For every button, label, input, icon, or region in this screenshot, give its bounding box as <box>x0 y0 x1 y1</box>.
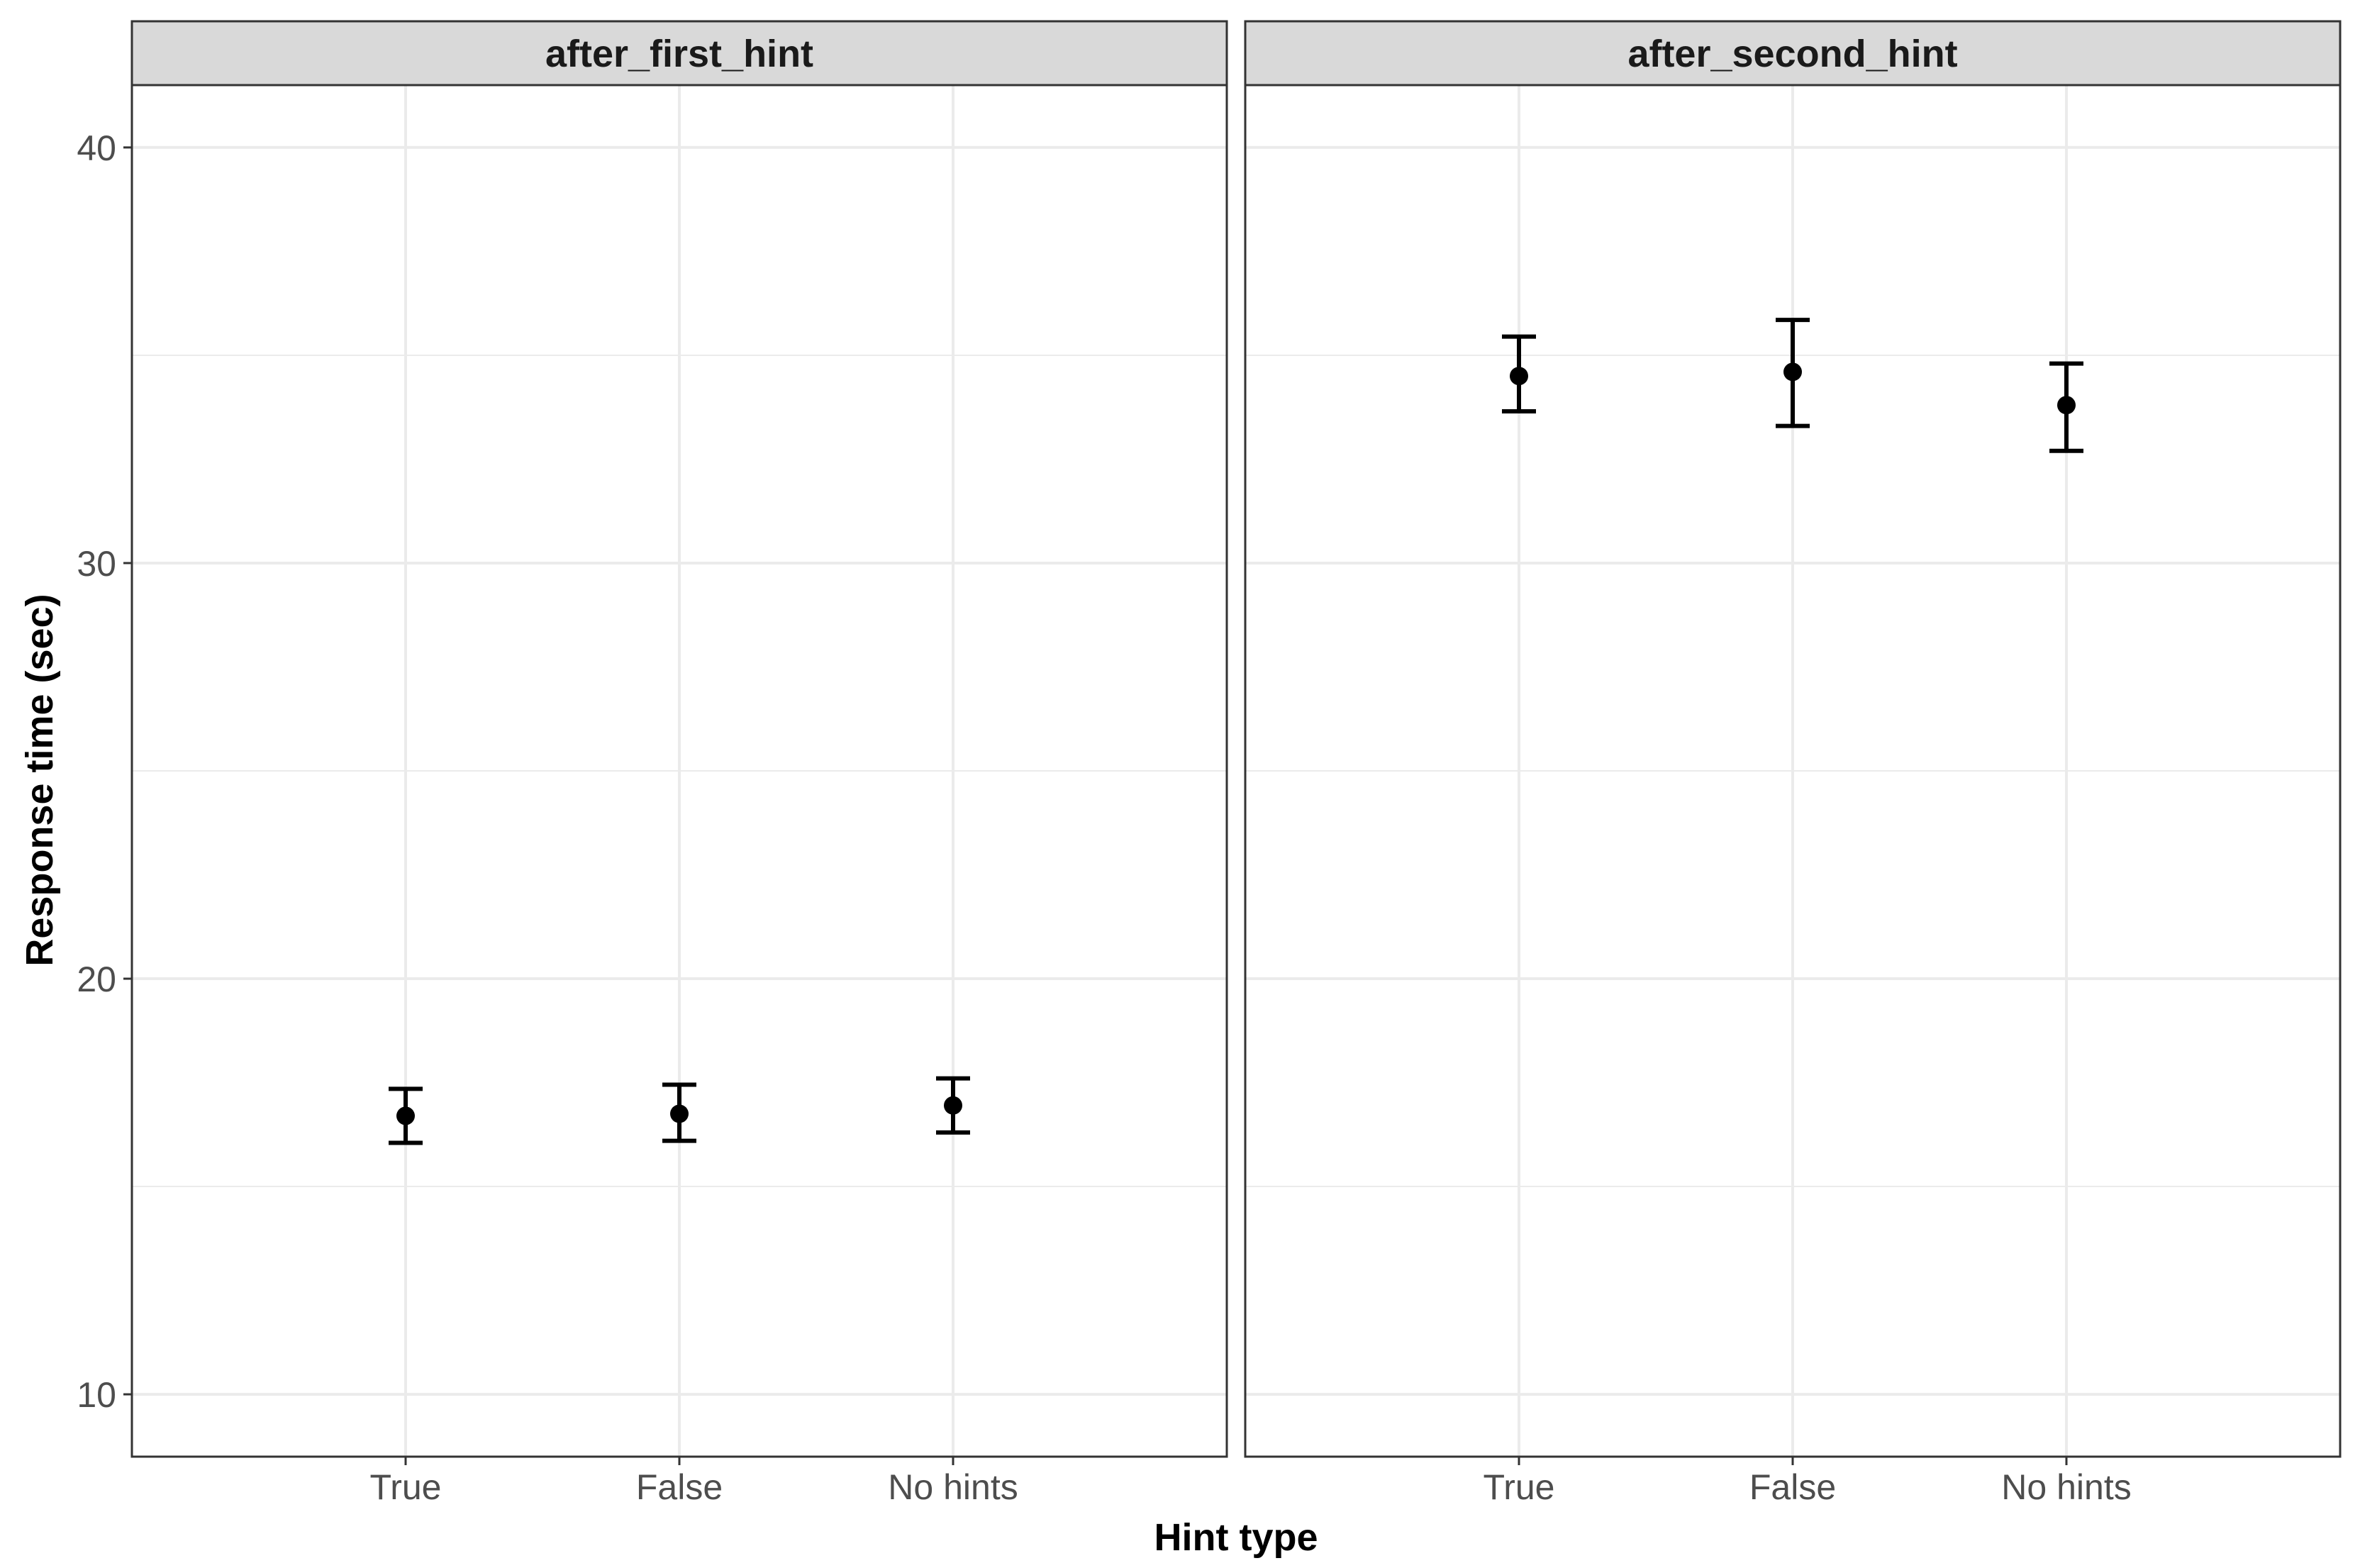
data-point <box>2057 396 2076 415</box>
facet-strip <box>1244 20 2342 87</box>
y-tick-label: 10 <box>77 1375 116 1415</box>
y-tick-label: 40 <box>77 128 116 168</box>
x-tick-label: False <box>1749 1467 1836 1507</box>
y-axis: 10 20 30 40 <box>77 128 132 1415</box>
data-point <box>1510 367 1528 386</box>
data-point <box>1783 362 1802 382</box>
x-tick-label: True <box>1484 1467 1555 1507</box>
facet-strip-label: after_second_hint <box>1627 33 1957 75</box>
facet-panel-0: after_first_hint True False No hints <box>130 20 1228 1507</box>
y-tick-label: 30 <box>77 544 116 584</box>
x-axis-title: Hint type <box>1154 1516 1318 1559</box>
data-point <box>670 1104 689 1123</box>
data-point <box>944 1096 962 1115</box>
y-axis-title: Response time (sec) <box>18 594 61 966</box>
facet-strip-label: after_first_hint <box>545 33 813 75</box>
y-tick-label: 20 <box>77 960 116 999</box>
x-tick-label: No hints <box>2001 1467 2131 1507</box>
x-tick-label: False <box>636 1467 723 1507</box>
x-tick-label: True <box>370 1467 442 1507</box>
facet-panel-1: after_second_hint True False No hints <box>1244 20 2342 1507</box>
data-point <box>396 1106 415 1125</box>
x-tick-label: No hints <box>888 1467 1018 1507</box>
facet-strip <box>130 20 1228 87</box>
